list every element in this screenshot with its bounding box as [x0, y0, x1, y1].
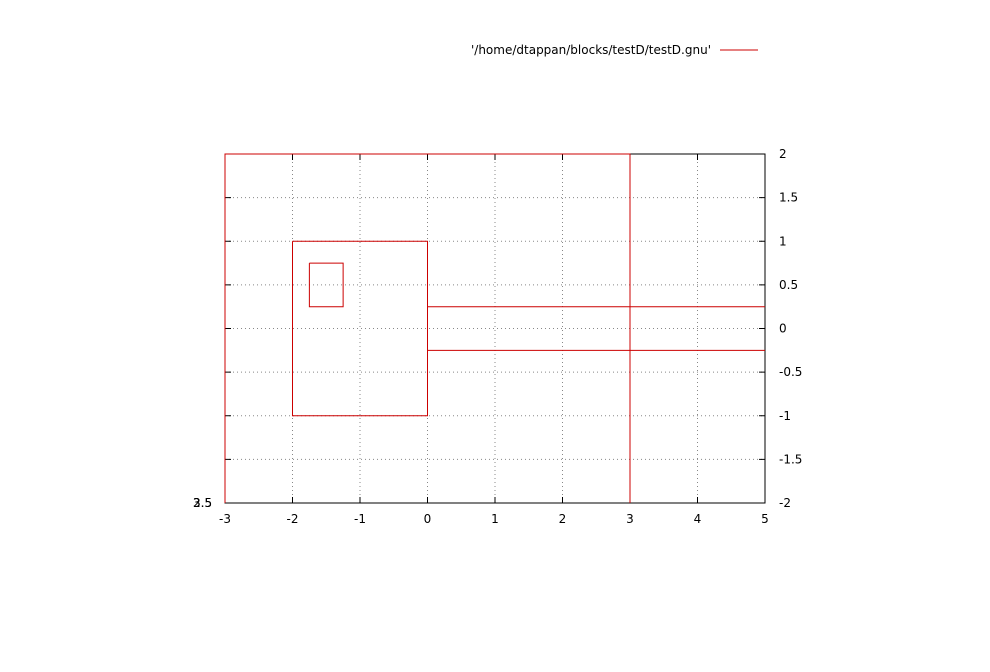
overlapped-label: 3	[193, 496, 201, 510]
series-lines	[224, 153, 765, 503]
y-tick-label: 1.5	[779, 191, 798, 205]
x-tick-label: 2	[559, 512, 567, 526]
overlapped-labels: 2.533.5	[193, 496, 212, 510]
y-tick-label: 0	[779, 322, 787, 336]
grid	[225, 154, 765, 503]
x-tick-label: 5	[761, 512, 769, 526]
y-tick-label: -1	[779, 409, 791, 423]
overlapped-label: 2.5	[193, 496, 212, 510]
y-tick-label: -0.5	[779, 365, 802, 379]
series-segment	[292, 240, 428, 417]
y-tick-marks	[225, 153, 765, 504]
x-tick-label: 4	[694, 512, 702, 526]
x-tick-label: -1	[354, 512, 366, 526]
y-tick-label: -1.5	[779, 452, 802, 466]
legend: '/home/dtappan/blocks/testD/testD.gnu'	[471, 43, 758, 57]
legend-label: '/home/dtappan/blocks/testD/testD.gnu'	[471, 43, 711, 57]
series-segment	[224, 153, 631, 503]
y-tick-labels: -2 -1.5 -1 -0.5 0 0.5 1 1.5 2	[779, 147, 802, 510]
x-tick-label: 3	[626, 512, 634, 526]
overlapped-label: 3.5	[193, 496, 212, 510]
series-segment	[308, 262, 344, 308]
x-tick-label: -3	[219, 512, 231, 526]
y-tick-label: 0.5	[779, 278, 798, 292]
y-tick-label: -2	[779, 496, 791, 510]
y-tick-label: 1	[779, 234, 787, 248]
x-tick-label: -2	[287, 512, 299, 526]
x-tick-label: 0	[424, 512, 432, 526]
x-tick-label: 1	[491, 512, 499, 526]
x-tick-labels: -3 -2 -1 0 1 2 3 4 5	[219, 512, 769, 526]
y-tick-label: 2	[779, 147, 787, 161]
